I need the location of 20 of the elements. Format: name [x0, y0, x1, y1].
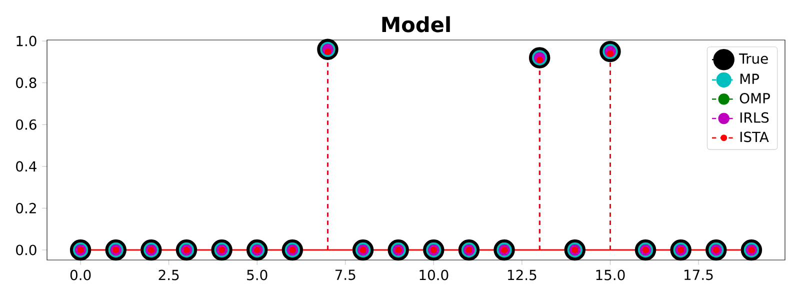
x-tick-label: 7.5	[335, 270, 356, 280]
x-tick-label: 2.5	[158, 270, 179, 280]
x-tick-label: 10.0	[420, 270, 448, 280]
x-tick-label: 0.0	[70, 270, 91, 280]
legend-label: ISTA	[740, 132, 769, 142]
legend-label: True	[739, 54, 768, 64]
y-tick-label: 0.8	[16, 78, 36, 88]
x-tick-label: 15.0	[596, 270, 625, 280]
y-tick-label: 0.0	[16, 244, 36, 256]
y-tick-label: 1.0	[16, 36, 36, 46]
y-tick-label: 0.6	[16, 119, 36, 130]
chart-title: Model	[382, 16, 450, 32]
legend-label: IRLS	[740, 112, 769, 123]
y-tick-label: 0.4	[16, 161, 36, 172]
x-tick-label: 5.0	[247, 270, 268, 280]
x-tick-label: 12.5	[508, 270, 536, 280]
legend-label: MP	[740, 74, 759, 84]
y-tick-label: 0.2	[16, 202, 36, 214]
legend-label: OMP	[740, 92, 770, 104]
x-tick-label: 17.5	[684, 270, 713, 280]
